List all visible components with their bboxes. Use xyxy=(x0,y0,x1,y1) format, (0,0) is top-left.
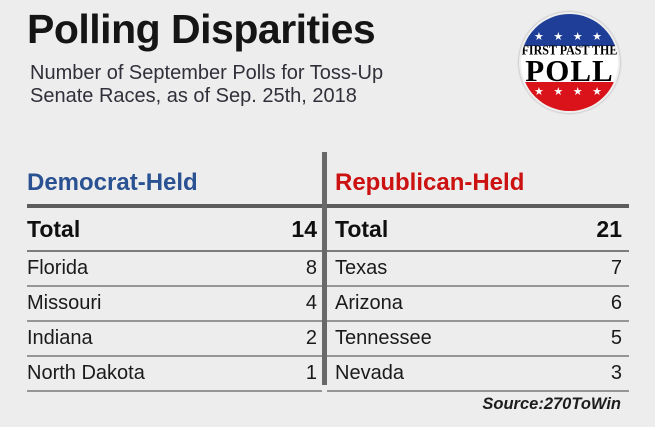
poll-count: 8 xyxy=(305,257,317,279)
page-subtitle: Number of September Polls for Toss-Up Sen… xyxy=(30,62,383,108)
total-value: 21 xyxy=(596,215,622,242)
table-row: Texas 7 xyxy=(327,252,629,287)
table-row: North Dakota 1 xyxy=(27,357,322,392)
column-header-democrat: Democrat-Held xyxy=(27,152,322,208)
subtitle-line-1: Number of September Polls for Toss-Up xyxy=(30,62,384,85)
column-republican: Republican-Held Total 21 Texas 7 Arizona… xyxy=(327,152,629,392)
logo-red-stripe: ★ ★ ★ ★ xyxy=(521,81,618,111)
page-title: Polling Disparities xyxy=(27,6,376,52)
state-label: Arizona xyxy=(335,292,403,314)
stars-icon: ★ ★ ★ ★ xyxy=(534,30,605,43)
stars-icon: ★ ★ ★ ★ xyxy=(534,84,605,98)
total-row-republican: Total 21 xyxy=(327,208,629,252)
logo-text-poll: POLL xyxy=(525,53,614,89)
table-row: Missouri 4 xyxy=(27,287,322,322)
total-row-democrat: Total 14 xyxy=(27,208,322,252)
state-label: Tennessee xyxy=(335,327,432,349)
poll-count: 7 xyxy=(610,257,622,279)
table-row: Florida 8 xyxy=(27,252,322,287)
column-header-republican: Republican-Held xyxy=(327,152,629,208)
poll-count: 1 xyxy=(305,362,317,384)
poll-count: 2 xyxy=(305,327,317,349)
header: Polling Disparities Number of September … xyxy=(27,6,383,108)
column-divider xyxy=(322,152,327,385)
column-democrat: Democrat-Held Total 14 Florida 8 Missour… xyxy=(27,152,322,392)
state-label: North Dakota xyxy=(27,362,145,384)
table-row: Tennessee 5 xyxy=(327,322,629,357)
poll-count: 3 xyxy=(610,362,622,384)
total-value: 14 xyxy=(291,215,317,242)
table-row: Nevada 3 xyxy=(327,357,629,392)
table-row: Indiana 2 xyxy=(27,322,322,357)
state-label: Indiana xyxy=(27,327,93,349)
polls-table: Democrat-Held Total 14 Florida 8 Missour… xyxy=(27,152,629,392)
logo-white-stripe: FIRST PAST THE POLL xyxy=(521,42,618,89)
state-label: Nevada xyxy=(335,362,404,384)
state-label: Missouri xyxy=(27,292,102,314)
logo-text-top: FIRST PAST THE xyxy=(521,42,618,59)
table-row: Arizona 6 xyxy=(327,287,629,322)
first-past-the-poll-logo: ★ ★ ★ ★ FIRST PAST THE POLL ★ ★ ★ ★ xyxy=(519,12,620,113)
poll-count: 5 xyxy=(610,327,622,349)
source-credit: Source:270ToWin xyxy=(482,395,621,413)
total-label: Total xyxy=(27,215,81,242)
total-label: Total xyxy=(335,215,389,242)
state-label: Texas xyxy=(335,257,388,279)
poll-count: 4 xyxy=(305,292,317,314)
subtitle-line-2: Senate Races, as of Sep. 25th, 2018 xyxy=(30,85,357,108)
state-label: Florida xyxy=(27,257,89,279)
poll-count: 6 xyxy=(610,292,622,314)
